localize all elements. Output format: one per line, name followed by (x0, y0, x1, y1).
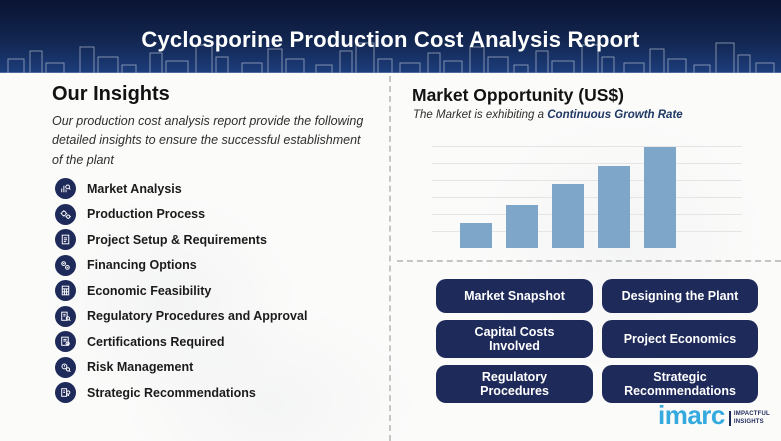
list-item: Market Analysis (55, 176, 307, 202)
insights-description: Our production cost analysis report prov… (52, 114, 364, 167)
insight-label: Certifications Required (87, 334, 225, 349)
designing-the-plant-button[interactable]: Designing the Plant (602, 279, 758, 313)
list-item: Production Process (55, 202, 307, 228)
insight-label: Regulatory Procedures and Approval (87, 309, 308, 324)
calculator-icon (55, 280, 76, 302)
growth-bar-chart (460, 147, 690, 248)
market-heading: Market Opportunity (US$) (412, 85, 624, 105)
insight-label: Production Process (87, 207, 206, 222)
subtitle-prefix: The Market is exhibiting a (413, 109, 548, 121)
logo-tagline: IMPACTFUL INSIGHTS (733, 410, 770, 425)
logo-separator (728, 410, 731, 426)
imarc-wordmark: imarc (658, 400, 725, 430)
insight-label: Market Analysis (87, 181, 182, 196)
insight-label: Risk Management (87, 360, 194, 375)
market-subtitle: The Market is exhibiting a Continuous Gr… (413, 109, 683, 121)
list-item: Risk Management (55, 355, 307, 381)
imarc-logo: imarc IMPACTFUL INSIGHTS (658, 402, 770, 428)
list-item: Financing Options (55, 253, 307, 279)
risk-badge-icon (55, 356, 76, 378)
list-item: Economic Feasibility (55, 278, 307, 304)
list-item: Project Setup & Requirements (55, 227, 307, 253)
header-banner: Cyclosporine Production Cost Analysis Re… (0, 0, 781, 73)
section-divider (389, 76, 391, 441)
document-magnifier-icon (55, 305, 76, 327)
chart-bar (552, 184, 584, 248)
list-item: Strategic Recommendations (55, 380, 307, 406)
regulatory-procedures-button[interactable]: Regulatory Procedures (436, 365, 593, 403)
document-icon (55, 229, 76, 251)
list-item: Certifications Required (55, 329, 307, 355)
project-economics-button[interactable]: Project Economics (602, 320, 758, 358)
topic-buttons: Market Snapshot Designing the Plant Capi… (436, 279, 758, 403)
chart-bar (460, 223, 492, 248)
city-skyline-graphic (0, 42, 781, 73)
insight-label: Financing Options (87, 258, 197, 273)
page-title: Cyclosporine Production Cost Analysis Re… (141, 27, 640, 52)
chart-baseline (397, 260, 781, 262)
certificate-icon (55, 331, 76, 353)
coins-icon (55, 254, 76, 276)
chart-bar (506, 205, 538, 248)
insight-label: Project Setup & Requirements (87, 232, 267, 247)
strategy-bulb-icon (55, 382, 76, 404)
bar-chart-magnifier-icon (55, 178, 76, 200)
insight-label: Strategic Recommendations (87, 385, 256, 400)
subtitle-highlight: Continuous Growth Rate (547, 109, 683, 121)
chart-bar (598, 166, 630, 248)
gears-icon (55, 203, 76, 225)
list-item: Regulatory Procedures and Approval (55, 304, 307, 330)
strategic-recommendations-button[interactable]: Strategic Recommendations (602, 365, 758, 403)
chart-bar (644, 147, 676, 248)
capital-costs-involved-button[interactable]: Capital Costs Involved (436, 320, 593, 358)
insight-label: Economic Feasibility (87, 283, 212, 298)
insights-heading: Our Insights (52, 83, 170, 105)
insight-list: Market Analysis Production Process Proje… (55, 176, 307, 406)
market-snapshot-button[interactable]: Market Snapshot (436, 279, 593, 313)
chart-gridlines (432, 146, 742, 248)
